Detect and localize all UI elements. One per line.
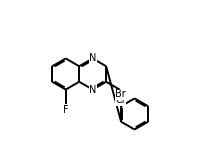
Text: N: N bbox=[89, 85, 96, 95]
Text: F: F bbox=[63, 104, 69, 115]
Text: N: N bbox=[89, 53, 96, 63]
Text: Cl: Cl bbox=[116, 95, 125, 105]
Text: Br: Br bbox=[115, 89, 126, 99]
